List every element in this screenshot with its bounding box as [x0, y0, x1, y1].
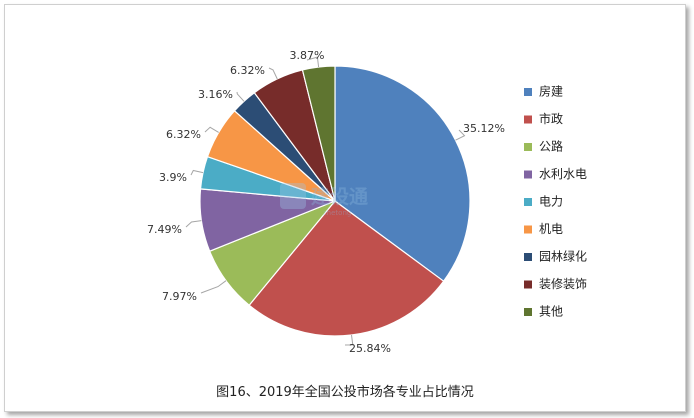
- leader-lines: [185, 56, 466, 346]
- legend-label: 市政: [539, 111, 563, 126]
- value-label: 3.9%: [159, 171, 187, 184]
- leader-line: [200, 280, 227, 294]
- legend-label: 房建: [539, 84, 563, 99]
- pie-slice: [334, 65, 471, 283]
- leader-line: [185, 220, 202, 228]
- watermark-subtext: zhetong: [323, 209, 351, 217]
- legend-label: 其他: [539, 305, 563, 319]
- value-label: 35.12%: [463, 122, 505, 135]
- pie-slice: [248, 200, 445, 337]
- value-label: 25.84%: [349, 342, 391, 355]
- watermark-logo-icon: [280, 183, 306, 209]
- pie-slices: [199, 65, 471, 337]
- leader-line: [455, 129, 466, 141]
- legend-swatch: [524, 253, 532, 261]
- chart-caption: 图16、2019年全国公投市场各专业占比情况: [216, 385, 474, 400]
- watermark: 建设通 zhetong: [280, 183, 369, 217]
- legend-label: 水利水电: [539, 167, 587, 181]
- leader-line: [204, 126, 219, 133]
- legend-swatch: [524, 308, 532, 316]
- legend-label: 园林绿化: [539, 249, 587, 264]
- pie-chart: 建设通 zhetong 35.12% 25.84% 7.97% 7.49% 3.9% 6.…: [147, 49, 587, 355]
- legend-label: 电力: [539, 195, 563, 209]
- chart-frame: 建设通 zhetong 35.12% 25.84% 7.97% 7.49% 3.9% 6.…: [4, 4, 686, 412]
- legend-swatch: [524, 143, 532, 151]
- legend-label: 公路: [539, 139, 563, 154]
- legend-swatch: [524, 88, 532, 96]
- watermark-text: 建设通: [311, 185, 369, 208]
- legend-label: 机电: [539, 222, 563, 236]
- value-label: 7.97%: [162, 290, 197, 303]
- legend-swatch: [524, 198, 532, 206]
- value-label: 3.16%: [198, 88, 233, 101]
- legend-swatch: [524, 280, 532, 289]
- leader-line: [236, 91, 245, 102]
- leader-line: [344, 334, 354, 346]
- legend-label: 装修装饰: [539, 276, 587, 291]
- value-label: 3.87%: [290, 49, 325, 62]
- legend-swatch: [524, 115, 532, 124]
- value-label: 7.49%: [147, 223, 182, 236]
- leader-line: [306, 56, 320, 68]
- value-labels: 35.12% 25.84% 7.97% 7.49% 3.9% 6.32% 3.16% 6.32…: [147, 49, 505, 355]
- legend-swatch: [524, 170, 532, 179]
- legend-swatch: [524, 225, 532, 234]
- leader-line: [268, 67, 278, 80]
- value-label: 6.32%: [230, 64, 265, 77]
- leader-line: [190, 169, 204, 176]
- value-label: 6.32%: [166, 128, 201, 141]
